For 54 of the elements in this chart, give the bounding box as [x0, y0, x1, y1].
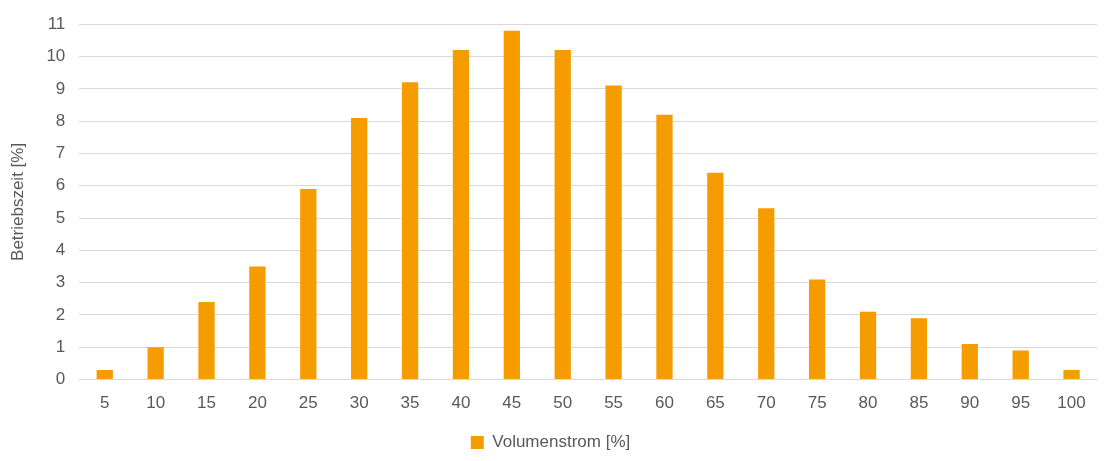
bar — [808, 279, 826, 380]
bar — [910, 318, 928, 380]
y-tick-label: 6 — [55, 175, 66, 195]
x-tick-label: 85 — [909, 393, 929, 413]
x-tick-label: 20 — [247, 393, 267, 413]
x-tick-label: 50 — [553, 393, 573, 413]
x-tick-label: 95 — [1011, 393, 1031, 413]
x-tick-label: 25 — [298, 393, 318, 413]
bar — [758, 208, 775, 380]
y-tick-label: 4 — [55, 240, 66, 260]
bar — [96, 369, 113, 380]
bar — [249, 266, 266, 380]
bar — [554, 50, 571, 380]
y-tick-label: 10 — [46, 46, 66, 66]
x-tick-label: 10 — [146, 393, 166, 413]
bar — [503, 30, 520, 380]
y-tick-label: 5 — [55, 207, 66, 227]
x-tick-label: 30 — [349, 393, 369, 413]
bar — [300, 188, 317, 380]
x-tick-label: 15 — [197, 393, 216, 413]
bar — [198, 302, 215, 380]
bar — [401, 82, 419, 380]
x-tick-label: 55 — [604, 393, 624, 413]
x-tick-label: 90 — [960, 393, 980, 413]
bar — [1012, 350, 1029, 380]
y-tick-label: 7 — [55, 143, 66, 163]
x-tick-label: 65 — [705, 393, 725, 413]
x-tick-label: 5 — [100, 393, 110, 413]
x-tick-label: 40 — [451, 393, 471, 413]
bar — [1063, 369, 1080, 380]
y-tick-label: 11 — [47, 13, 66, 33]
x-tick-label: 45 — [502, 393, 522, 413]
x-tick-label: 80 — [858, 393, 878, 413]
bar — [656, 114, 673, 380]
bar — [961, 344, 978, 380]
y-tick-label: 0 — [55, 369, 66, 389]
y-tick-label: 3 — [55, 272, 66, 292]
bar — [452, 50, 470, 380]
bar — [147, 347, 164, 380]
y-tick-label: 2 — [55, 304, 66, 324]
x-tick-label: 75 — [807, 393, 827, 413]
y-tick-label: 9 — [55, 78, 66, 98]
bar — [707, 172, 724, 380]
y-tick-label: 1 — [55, 336, 66, 356]
bar — [351, 117, 368, 380]
y-axis-title: Betriebszeit [%] — [7, 142, 27, 261]
x-tick-label: 100 — [1057, 393, 1086, 413]
x-tick-label: 60 — [655, 393, 674, 413]
legend-label: Volumenstrom [%] — [492, 432, 631, 452]
x-tick-label: 35 — [400, 393, 420, 413]
bar — [859, 311, 877, 380]
x-tick-label: 70 — [756, 393, 776, 413]
y-tick-label: 8 — [55, 110, 66, 130]
bar — [605, 85, 622, 380]
